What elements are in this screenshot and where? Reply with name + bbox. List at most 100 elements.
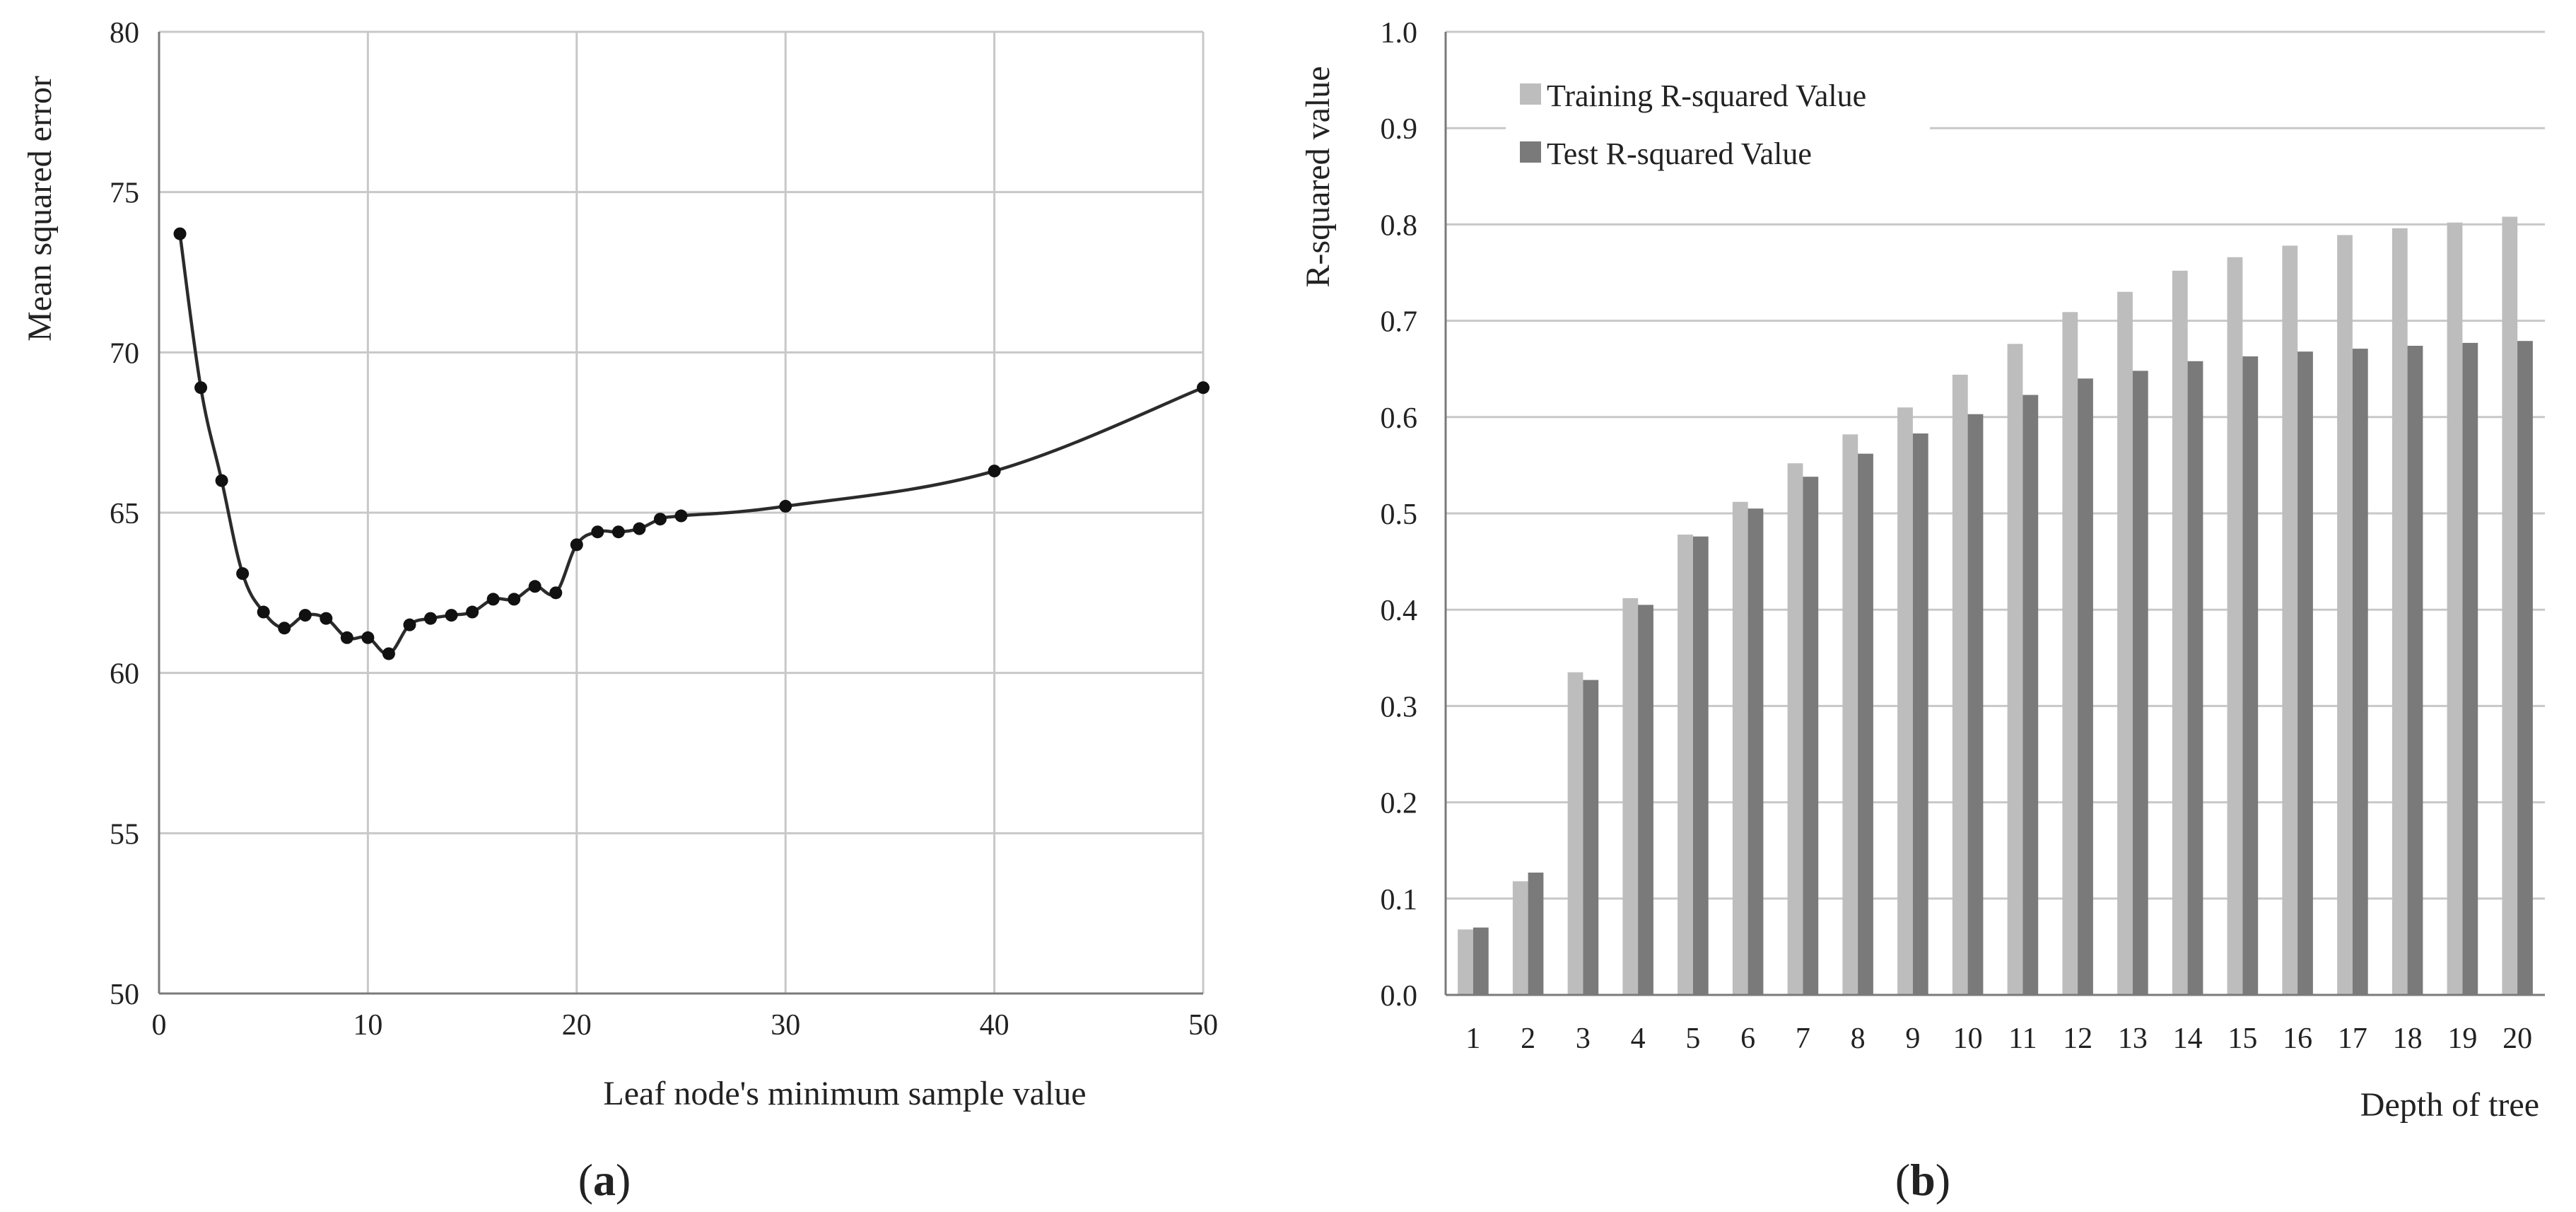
panel-b-label: (b) — [1895, 1155, 1950, 1205]
panel-a-close-paren: ) — [616, 1155, 631, 1205]
test-r2-bar — [1967, 414, 1984, 995]
test-r2-bar — [2517, 341, 2533, 995]
r2-y-tick-label: 1.0 — [1381, 17, 1418, 49]
mse-data-point — [549, 586, 563, 600]
mse-x-tick-label: 40 — [980, 1009, 1009, 1042]
r2-x-tick-label: 16 — [2283, 1022, 2312, 1055]
r2-x-tick-label: 4 — [1631, 1022, 1646, 1055]
test-r2-bar — [2407, 346, 2423, 995]
r2-x-tick-label: 13 — [2118, 1022, 2148, 1055]
training-r2-bar — [1787, 463, 1803, 995]
r2-x-tick-label: 9 — [1905, 1022, 1920, 1055]
r2-x-tick-label: 6 — [1740, 1022, 1755, 1055]
mse-data-point — [424, 612, 438, 625]
legend-background — [1506, 60, 1930, 202]
mse-data-point — [173, 227, 187, 240]
r2-x-axis-label: Depth of tree — [2360, 1086, 2539, 1124]
mse-data-point — [570, 538, 583, 552]
mse-y-tick-label: 55 — [110, 818, 139, 851]
r2-y-axis-label: R-squared value — [1299, 66, 1337, 287]
panel-b-letter: b — [1910, 1155, 1936, 1205]
mse-data-point — [779, 499, 792, 513]
training-r2-bar — [2391, 228, 2408, 995]
mse-x-tick-label: 0 — [152, 1009, 167, 1042]
training-r2-bar — [1458, 929, 1473, 995]
r2-y-tick-label: 0.9 — [1381, 113, 1418, 146]
r2-x-tick-label: 10 — [1953, 1022, 1983, 1055]
r2-x-tick-label: 3 — [1576, 1022, 1591, 1055]
panel-b-close-paren: ) — [1936, 1155, 1950, 1205]
test-r2-bar — [1858, 453, 1873, 995]
mse-data-point — [633, 522, 646, 535]
mse-data-point — [611, 525, 625, 539]
r2-x-tick-label: 20 — [2502, 1022, 2532, 1055]
mse-data-point — [528, 580, 541, 593]
mse-data-point — [194, 381, 208, 395]
r2-x-tick-label: 14 — [2173, 1022, 2203, 1055]
legend-label-training: Training R-squared Value — [1547, 78, 1866, 113]
test-r2-bar — [1912, 433, 1928, 995]
r2-y-tick-label: 0.8 — [1381, 209, 1418, 242]
mse-data-point — [445, 609, 458, 622]
legend-swatch-training — [1520, 83, 1541, 105]
mse-data-point — [278, 622, 291, 635]
mse-data-point — [340, 631, 353, 644]
training-r2-bar — [1952, 374, 1968, 995]
r2-x-tick-label: 1 — [1465, 1022, 1480, 1055]
test-r2-bar — [1473, 927, 1489, 995]
mse-line-chart: 50 55 60 65 70 75 80 0 10 20 30 40 50 Leaf node's mi… — [21, 17, 1218, 1205]
r2-y-tick-label: 0.0 — [1381, 980, 1418, 1013]
mse-data-point — [257, 605, 270, 619]
r2-y-tick-label: 0.7 — [1381, 306, 1418, 339]
test-r2-bar — [1803, 477, 1819, 995]
r2-y-tick-label: 0.3 — [1381, 691, 1418, 723]
mse-data-point — [298, 609, 312, 622]
panel-a-label: (a) — [578, 1155, 631, 1205]
test-r2-bar — [1638, 605, 1653, 995]
mse-data-point — [508, 593, 521, 606]
r2-x-tick-label: 11 — [2008, 1022, 2037, 1055]
training-r2-bar — [2062, 312, 2078, 995]
test-r2-bar — [2462, 342, 2478, 995]
training-r2-bar — [2502, 216, 2518, 995]
mse-data-point — [361, 631, 375, 644]
r2-y-tick-label: 0.6 — [1381, 402, 1418, 435]
mse-data-point — [591, 525, 604, 539]
r2-x-tick-label: 2 — [1521, 1022, 1535, 1055]
test-r2-bar — [1583, 680, 1599, 995]
test-r2-bar — [1747, 508, 1764, 995]
r2-x-tick-label: 8 — [1851, 1022, 1866, 1055]
mse-data-point — [215, 474, 228, 487]
r2-y-tick-label: 0.4 — [1381, 595, 1418, 627]
mse-data-point — [320, 612, 333, 625]
panel-b-open-paren: ( — [1895, 1155, 1910, 1205]
r2-chart-legend: Training R-squared Value Test R-squared … — [1520, 78, 1866, 171]
panel-a-letter: a — [593, 1155, 616, 1205]
mse-chart-grid — [159, 30, 1205, 994]
mse-y-axis-label: Mean squared error — [21, 76, 59, 342]
mse-data-point — [653, 513, 667, 526]
training-r2-bar — [2447, 222, 2463, 996]
training-r2-bar — [1842, 434, 1858, 995]
mse-data-point — [674, 509, 688, 523]
r2-y-tick-label: 0.1 — [1381, 884, 1418, 916]
r2-chart-bars — [1458, 216, 2533, 996]
test-r2-bar — [2352, 349, 2368, 996]
training-r2-bar — [1897, 407, 1913, 995]
mse-x-tick-label: 50 — [1188, 1009, 1218, 1042]
training-r2-bar — [1567, 672, 1583, 995]
mse-data-point — [382, 647, 395, 660]
mse-x-tick-label: 10 — [353, 1009, 382, 1042]
training-r2-bar — [2227, 257, 2243, 996]
training-r2-bar — [1732, 501, 1748, 995]
training-r2-bar — [2337, 235, 2353, 995]
test-r2-bar — [1692, 536, 1709, 995]
panel-a-open-paren: ( — [578, 1155, 593, 1205]
test-r2-bar — [2187, 361, 2203, 995]
r2-x-tick-label: 19 — [2447, 1022, 2477, 1055]
training-r2-bar — [1512, 881, 1528, 995]
r2-x-tick-label: 7 — [1796, 1022, 1810, 1055]
legend-swatch-test — [1520, 141, 1541, 163]
test-r2-bar — [2297, 351, 2313, 995]
